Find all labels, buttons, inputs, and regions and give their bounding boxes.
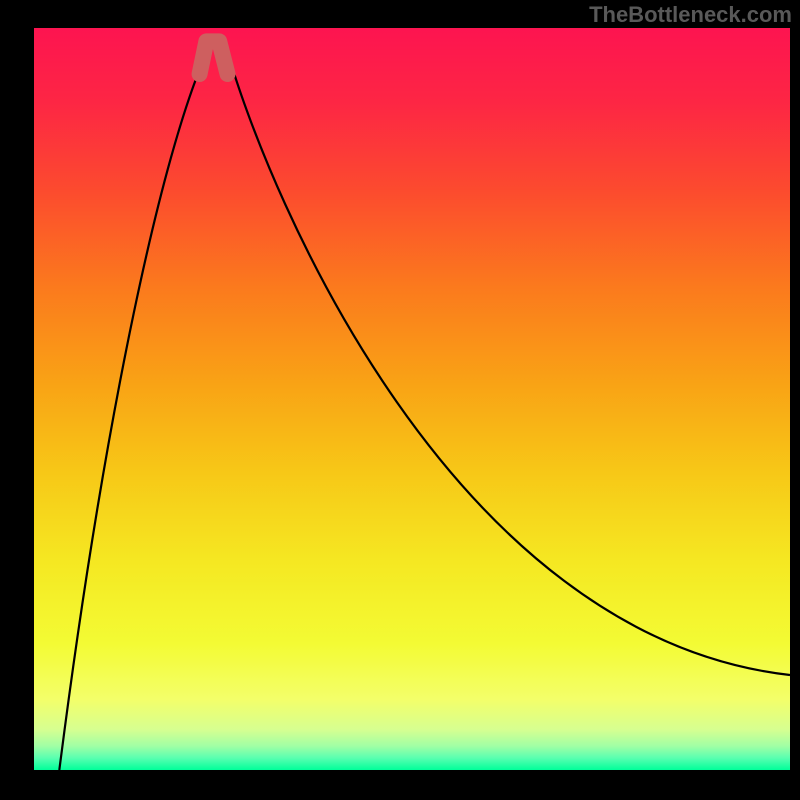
plot-area [34, 28, 790, 770]
source-url-label: TheBottleneck.com [589, 2, 792, 28]
gradient-background [34, 28, 790, 770]
bottleneck-chart [34, 28, 790, 770]
chart-frame: TheBottleneck.com [0, 0, 800, 800]
